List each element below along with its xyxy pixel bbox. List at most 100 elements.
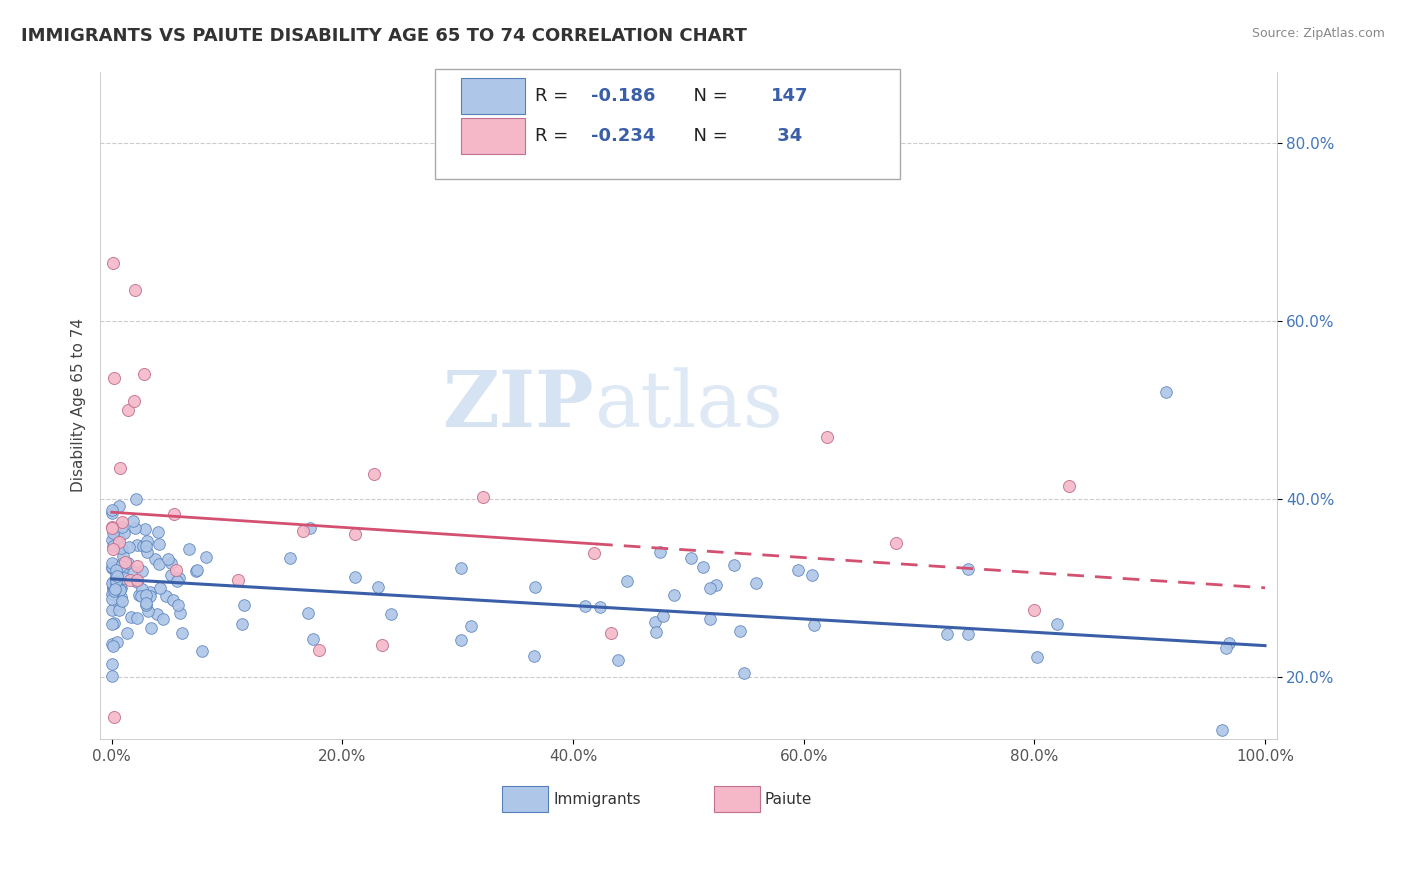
Point [110,562,132,576]
Point [135,598,157,612]
Point [111,557,134,571]
Point [101,520,124,534]
Point [166,574,188,589]
Point [169,607,191,621]
Text: R =: R = [536,127,575,145]
Point [148,537,170,551]
Point [125,611,148,625]
Point [460,618,482,632]
Point [186,563,208,577]
Point [139,590,162,604]
Point [733,666,755,681]
Point [105,569,128,583]
Point [652,609,675,624]
Point [184,565,207,579]
Point [803,618,825,632]
Point [156,552,179,566]
Point [103,582,125,597]
Point [139,585,162,599]
Point [112,526,135,541]
Point [101,581,124,595]
Point [122,565,145,579]
Point [367,580,389,594]
Point [135,591,157,605]
Point [117,403,139,417]
Text: N =: N = [682,127,734,145]
Text: 34: 34 [770,127,801,145]
Point [125,559,148,574]
Point [110,461,132,475]
Point [101,256,124,270]
Point [125,573,148,587]
Point [103,616,125,631]
Point [600,626,623,640]
Point [728,624,751,638]
Point [692,560,714,574]
Point [111,593,134,607]
Point [101,639,124,653]
Point [107,500,129,514]
Point [292,524,315,538]
Point [111,520,134,534]
Point [103,710,125,724]
Point [118,540,141,554]
Point [105,579,128,593]
Point [645,625,668,640]
Text: ZIP: ZIP [443,368,595,443]
Point [177,542,200,557]
Text: R =: R = [536,87,575,105]
Point [165,563,187,577]
Point [101,557,124,571]
Point [936,627,959,641]
Point [582,546,605,560]
Point [957,562,980,576]
Point [226,573,249,587]
Point [110,541,132,556]
Point [143,551,166,566]
Point [120,610,142,624]
Point [148,524,170,539]
Point [308,643,330,657]
Point [108,579,131,593]
Point [105,568,128,582]
Point [155,589,177,603]
Point [122,393,145,408]
Point [134,368,156,382]
Point [139,621,162,635]
Point [450,561,472,575]
Point [1218,636,1240,650]
Point [104,582,127,596]
Point [159,556,181,570]
Point [232,598,254,612]
Point [616,574,638,589]
Point [801,568,824,582]
Point [1154,385,1177,400]
Point [131,564,153,578]
FancyBboxPatch shape [714,787,761,813]
Point [101,669,124,683]
Point [110,582,132,597]
Text: atlas: atlas [595,368,783,443]
Point [114,555,136,569]
Point [101,617,124,632]
Text: 147: 147 [770,87,808,105]
FancyBboxPatch shape [502,787,548,813]
Point [884,536,907,550]
FancyBboxPatch shape [436,69,900,178]
Point [110,590,132,604]
Point [104,530,127,544]
Point [127,538,149,552]
Point [136,533,159,548]
Y-axis label: Disability Age 65 to 74: Disability Age 65 to 74 [72,318,86,492]
Point [104,533,127,547]
Point [103,371,125,385]
Point [101,637,124,651]
Point [134,521,156,535]
Point [787,563,810,577]
Point [450,632,472,647]
Point [1057,479,1080,493]
Point [363,467,385,481]
Point [124,283,146,297]
Point [135,588,157,602]
Point [104,563,127,577]
